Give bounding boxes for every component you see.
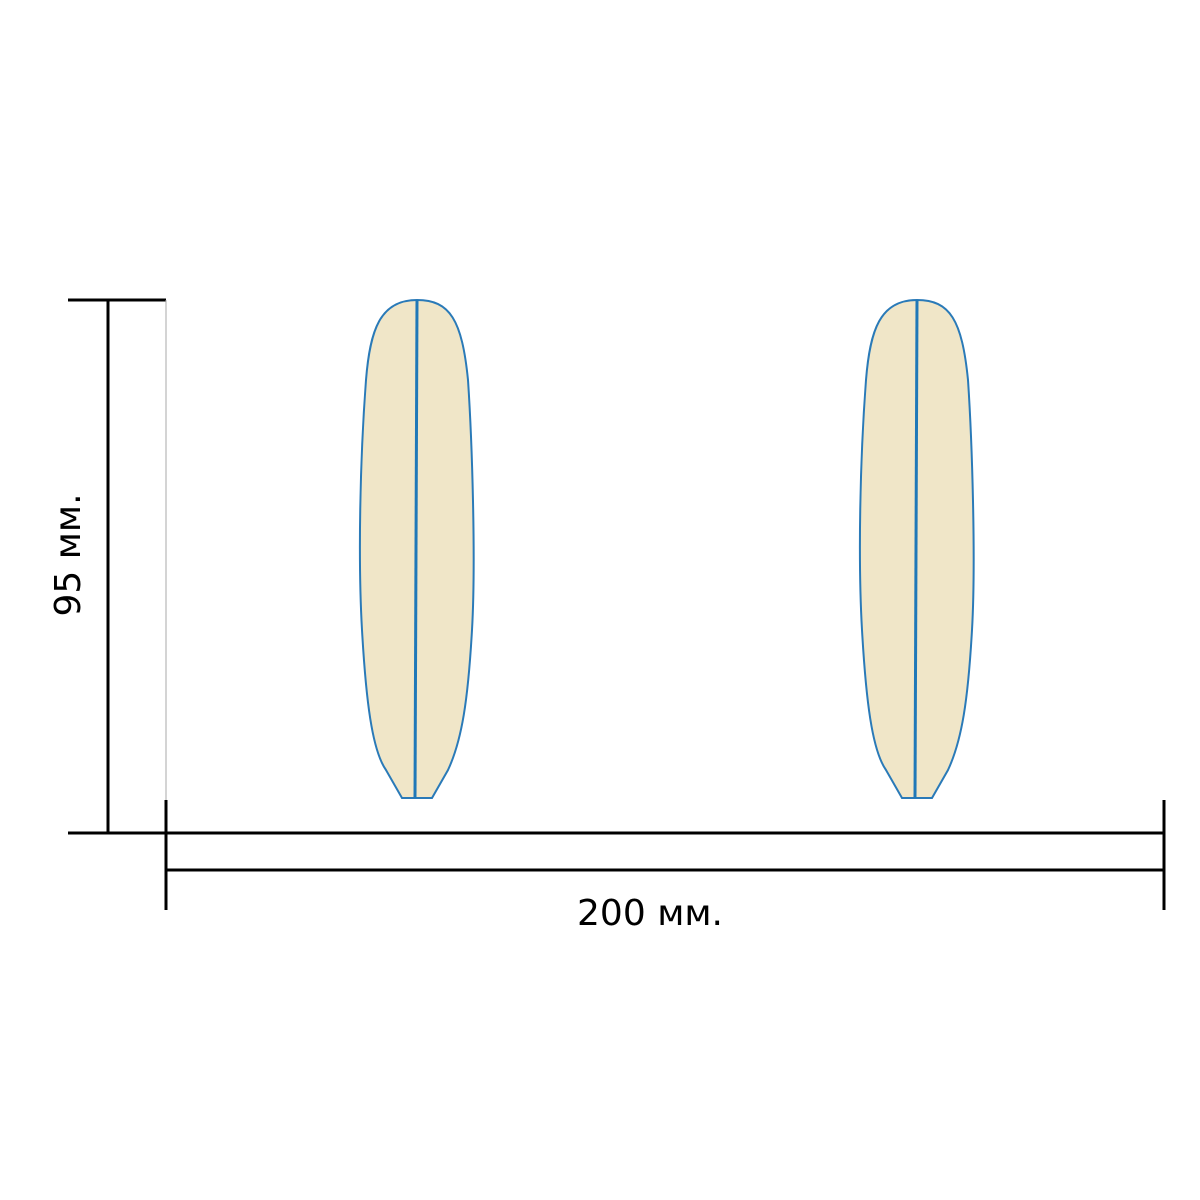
strip-center bbox=[913, 299, 919, 799]
height-label: 95 мм. bbox=[48, 493, 89, 616]
width-label: 200 мм. bbox=[577, 893, 723, 934]
dimension-lines bbox=[68, 298, 1166, 910]
strips bbox=[358, 298, 975, 799]
strip-center bbox=[413, 299, 419, 799]
